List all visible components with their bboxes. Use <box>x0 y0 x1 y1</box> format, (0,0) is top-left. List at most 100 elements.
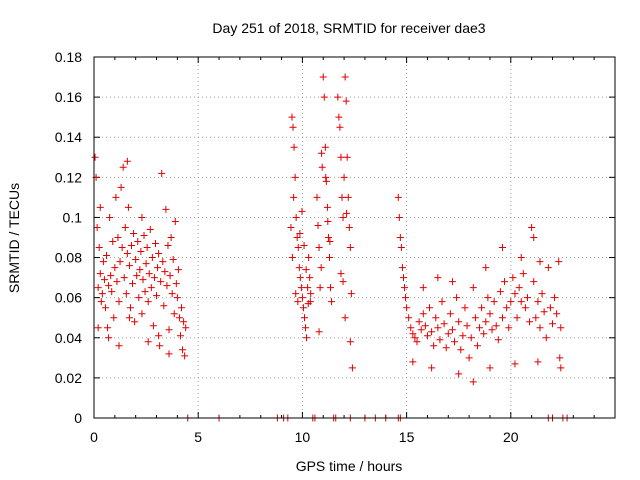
data-point <box>498 314 506 322</box>
x-axis-label: GPS time / hours <box>296 458 403 474</box>
x-tick-label: 15 <box>399 429 415 445</box>
data-point <box>165 326 173 334</box>
data-point <box>136 266 144 274</box>
data-point <box>335 113 343 121</box>
data-point <box>94 324 102 332</box>
data-point <box>120 274 128 282</box>
data-point <box>523 294 531 302</box>
data-point <box>171 217 179 225</box>
y-tick-label: 0 <box>74 410 82 426</box>
data-point <box>339 278 347 286</box>
data-point <box>112 193 120 201</box>
data-point <box>294 244 302 252</box>
data-point <box>521 304 529 312</box>
data-point <box>469 378 477 386</box>
data-point <box>532 314 540 322</box>
data-point <box>109 238 117 246</box>
data-point <box>482 318 490 326</box>
data-point <box>409 330 417 338</box>
data-point <box>455 318 463 326</box>
y-tick-label: 0.02 <box>55 370 82 386</box>
data-point <box>459 332 467 340</box>
data-point <box>133 272 141 280</box>
data-point <box>509 274 517 282</box>
data-point <box>94 284 102 292</box>
data-point <box>343 153 351 161</box>
data-point <box>126 304 134 312</box>
data-point <box>544 264 552 272</box>
data-point <box>96 203 104 211</box>
data-point <box>168 290 176 298</box>
data-point <box>118 244 126 252</box>
data-point <box>110 314 118 322</box>
data-point <box>299 304 307 312</box>
data-point <box>292 290 300 298</box>
data-point <box>398 264 406 272</box>
data-point <box>455 370 463 378</box>
data-point <box>484 294 492 302</box>
data-point <box>556 354 564 362</box>
data-point <box>534 298 542 306</box>
data-point <box>473 342 481 350</box>
data-point <box>505 324 513 332</box>
data-point <box>162 205 170 213</box>
data-point <box>320 93 328 101</box>
data-point <box>125 262 133 270</box>
x-tick-label: 20 <box>503 429 519 445</box>
data-point <box>101 304 109 312</box>
data-point <box>434 324 442 332</box>
data-point <box>182 324 190 332</box>
data-point <box>503 304 511 312</box>
data-point <box>289 123 297 131</box>
data-point <box>486 310 494 318</box>
data-point <box>131 318 139 326</box>
data-point <box>315 328 323 336</box>
data-point <box>405 314 413 322</box>
data-point <box>530 278 538 286</box>
data-point <box>297 284 305 292</box>
data-point <box>158 169 166 177</box>
data-point <box>328 298 336 306</box>
data-point <box>337 270 345 278</box>
data-point <box>172 280 180 288</box>
data-point <box>419 310 427 318</box>
data-point <box>138 310 146 318</box>
data-point <box>146 225 154 233</box>
data-point <box>488 326 496 334</box>
data-point <box>528 223 536 231</box>
data-point <box>166 272 174 280</box>
data-point <box>327 284 335 292</box>
data-point <box>181 352 189 360</box>
data-point <box>151 240 159 248</box>
data-point <box>542 334 550 342</box>
data-point <box>476 324 484 332</box>
data-point <box>546 304 554 312</box>
data-point <box>132 256 140 264</box>
data-point <box>150 274 158 282</box>
data-point <box>123 157 131 165</box>
data-point <box>465 354 473 362</box>
data-point <box>306 298 314 306</box>
data-point <box>334 93 342 101</box>
data-point <box>180 318 188 326</box>
data-point <box>325 254 333 262</box>
data-point <box>104 324 112 332</box>
data-point <box>557 324 565 332</box>
data-point <box>496 288 504 296</box>
data-point <box>305 254 313 262</box>
data-point <box>467 334 475 342</box>
data-point <box>421 322 429 330</box>
data-point <box>160 302 168 310</box>
y-tick-label: 0.18 <box>55 49 82 65</box>
data-point <box>469 284 477 292</box>
data-point <box>298 294 306 302</box>
data-point <box>99 258 107 266</box>
data-point <box>294 298 302 306</box>
data-point <box>446 310 454 318</box>
data-point <box>490 298 498 306</box>
data-point <box>338 193 346 201</box>
y-tick-label: 0.04 <box>55 330 82 346</box>
data-point <box>137 248 145 256</box>
data-point <box>399 274 407 282</box>
data-point <box>167 234 175 241</box>
